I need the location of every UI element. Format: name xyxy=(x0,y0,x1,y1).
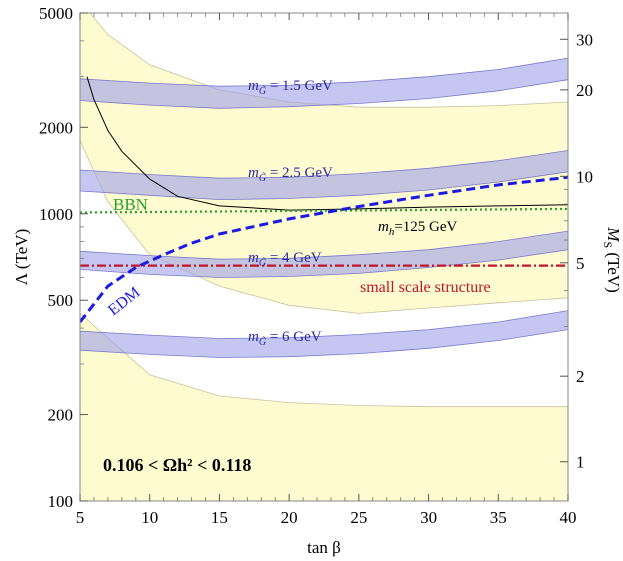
bands-layer xyxy=(80,13,568,501)
labels-layer: 5 10 15 20 25 30 35 401002005001000200050001251… xyxy=(39,4,593,527)
right-y-tick-label: 20 xyxy=(576,81,593,100)
y-right-axis-title: MS (TeV) xyxy=(601,226,623,292)
gravitino-band-1 xyxy=(80,57,568,109)
x-tick-label: 15 xyxy=(211,508,228,527)
y-tick-label: 500 xyxy=(48,291,74,310)
x-tick-label: 40 xyxy=(560,508,577,527)
y-tick-label: 1000 xyxy=(39,205,73,224)
y-tick-label: 2000 xyxy=(39,118,73,137)
right-y-tick-label: 1 xyxy=(576,453,585,472)
bbn-line xyxy=(80,207,568,214)
higgs-mass-curve xyxy=(86,76,568,211)
ticks-layer xyxy=(79,12,569,502)
gravitino-mass-label: mG̃ = 1.5 GeV xyxy=(248,78,333,97)
x-tick-label: 25 xyxy=(350,508,367,527)
y-tick-label: 100 xyxy=(48,492,74,511)
gravitino-mass-label: mG̃ = 6 GeV xyxy=(248,329,322,348)
right-y-tick-label: 10 xyxy=(576,167,593,186)
x-tick-label: 20 xyxy=(281,508,298,527)
bbn-label: BBN xyxy=(113,195,148,214)
x-axis-title: tan β xyxy=(307,538,341,557)
gravitino-band-4 xyxy=(80,310,568,358)
y-tick-label: 5000 xyxy=(39,4,73,23)
x-tick-label: 5 xyxy=(76,508,85,527)
right-y-tick-label: 2 xyxy=(576,367,585,386)
right-y-tick-label: 5 xyxy=(576,254,585,273)
relic-density-band-lower xyxy=(80,312,568,501)
curves-layer xyxy=(80,76,568,323)
gravitino-mass-label: mG̃ = 2.5 GeV xyxy=(248,165,333,184)
y-tick-label: 200 xyxy=(48,406,74,425)
x-tick-label: 35 xyxy=(490,508,507,527)
y-axis-title: Λ (TeV) xyxy=(12,229,31,285)
plot-frame xyxy=(79,12,569,502)
x-tick-label: 30 xyxy=(420,508,437,527)
x-tick-label: 10 xyxy=(141,508,158,527)
small-scale-structure-label: small scale structure xyxy=(360,279,491,296)
gravitino-mass-label: mG̃ = 4 GeV xyxy=(248,250,322,269)
gravitino-band-2 xyxy=(80,150,568,201)
edm-curve xyxy=(80,175,568,323)
higgs-mass-label: mh=125 GeV xyxy=(378,219,458,238)
right-y-tick-label: 30 xyxy=(576,30,593,49)
relic-density-label: 0.106 < Ωh² < 0.118 xyxy=(103,455,251,475)
edm-label: EDM xyxy=(105,284,143,319)
